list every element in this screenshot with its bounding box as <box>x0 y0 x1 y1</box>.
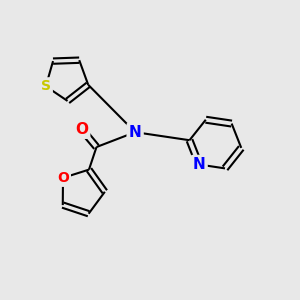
Text: N: N <box>193 157 206 172</box>
Text: O: O <box>57 171 69 185</box>
Text: O: O <box>75 122 88 137</box>
Text: S: S <box>41 79 51 93</box>
Text: N: N <box>129 125 142 140</box>
